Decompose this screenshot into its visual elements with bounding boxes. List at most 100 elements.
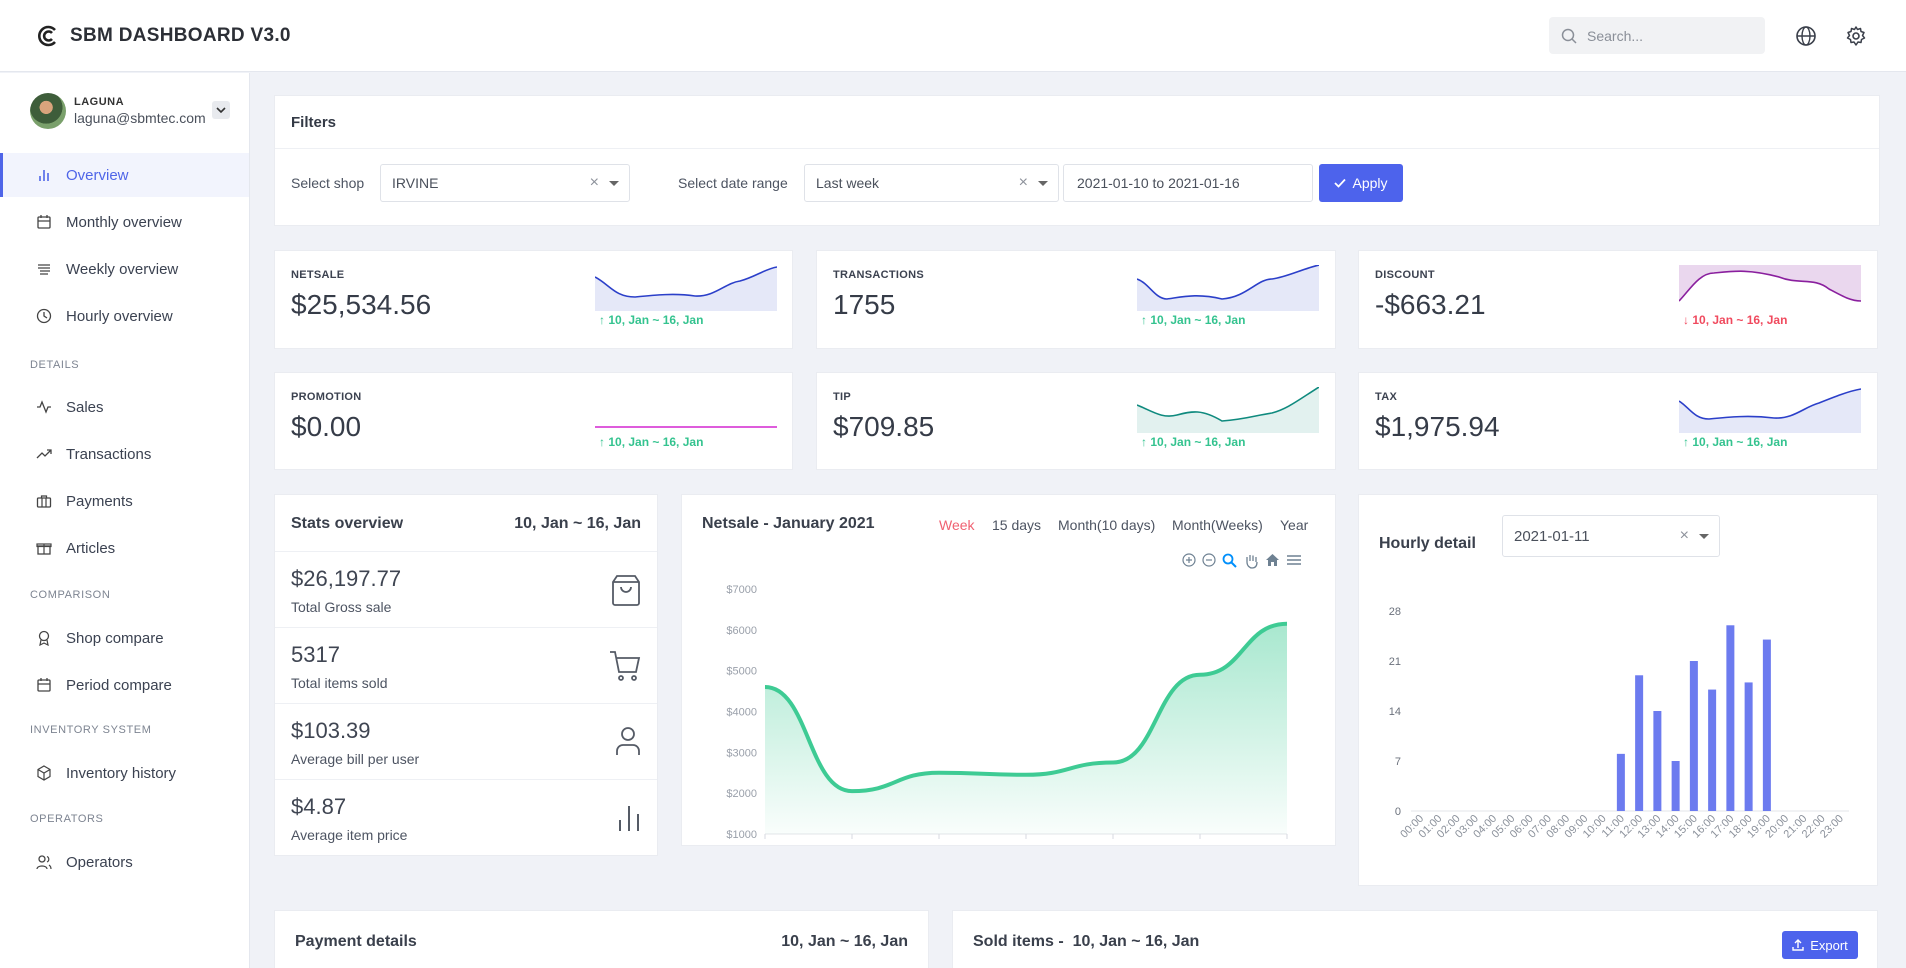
clear-icon[interactable]: × <box>589 174 599 191</box>
sidebar-item-inventory-history[interactable]: Inventory history <box>0 751 249 795</box>
user-profile[interactable]: LAGUNA laguna@sbmtec.com <box>30 93 230 129</box>
top-header: SBM DASHBOARD V3.0 <box>0 0 1906 72</box>
sidebar-item-shop-compare[interactable]: Shop compare <box>0 616 249 660</box>
tab-month-10-days[interactable]: Month(10 days) <box>1058 517 1156 533</box>
kpi-value: -$663.21 <box>1375 289 1486 320</box>
sidebar-item-monthly-overview[interactable]: Monthly overview <box>0 200 249 244</box>
y-tick-label: $6000 <box>726 625 757 637</box>
sparkline <box>1137 265 1319 311</box>
date-input[interactable]: 2021-01-10 to 2021-01-16 <box>1063 164 1313 202</box>
chevron-down-icon[interactable] <box>1038 181 1048 186</box>
sidebar-item-transactions[interactable]: Transactions <box>0 432 249 476</box>
hourly-date-select[interactable]: 2021-01-11 × <box>1502 515 1720 557</box>
shopping-bag-icon <box>612 575 640 606</box>
bar-chart-icon <box>39 170 49 181</box>
section-details: DETAILS <box>30 359 80 371</box>
payment-details-card: Payment details 10, Jan ~ 16, Jan <box>274 910 929 968</box>
stat-value: $4.87 <box>291 794 347 819</box>
export-label: Export <box>1810 937 1848 953</box>
sidebar-item-payments[interactable]: Payments <box>0 479 249 523</box>
shopping-cart-icon <box>610 651 641 681</box>
shop-select[interactable]: IRVINE × <box>380 164 630 202</box>
sidebar-item-label: Sales <box>66 398 104 416</box>
section-comparison: COMPARISON <box>30 589 111 601</box>
shop-label: Select shop <box>291 175 365 191</box>
bar <box>1726 625 1735 811</box>
sold-items-card: Sold items - 10, Jan ~ 16, Jan Export <box>952 910 1878 968</box>
search-box[interactable] <box>1549 17 1765 54</box>
stat-value: $26,197.77 <box>291 566 402 591</box>
sidebar-item-period-compare[interactable]: Period compare <box>0 663 249 707</box>
sidebar-item-operators[interactable]: Operators <box>0 840 249 884</box>
bar <box>1635 675 1644 811</box>
bar <box>1762 639 1771 811</box>
kpi-trend: ↑ 10, Jan ~ 16, Jan <box>1683 435 1787 449</box>
y-tick-label: $4000 <box>726 707 757 719</box>
zoom-out-icon[interactable] <box>1202 553 1216 567</box>
kpi-value: $709.85 <box>833 411 935 442</box>
y-tick-label: 7 <box>1395 756 1401 768</box>
stats-range: 10, Jan ~ 16, Jan <box>514 515 641 532</box>
y-tick-label: 0 <box>1395 806 1401 818</box>
zoom-selection-icon[interactable] <box>1222 553 1238 569</box>
kpi-trend: ↑ 10, Jan ~ 16, Jan <box>599 313 703 327</box>
divider <box>275 148 1879 149</box>
menu-icon[interactable] <box>1286 553 1302 567</box>
award-icon <box>38 630 50 646</box>
stats-title: Stats overview <box>291 515 404 532</box>
date-range-select[interactable]: Last week × <box>804 164 1059 202</box>
sparkline <box>595 266 777 311</box>
y-tick-label: $1000 <box>726 829 757 841</box>
kpi-trend: ↑ 10, Jan ~ 16, Jan <box>1141 313 1245 327</box>
globe-icon[interactable] <box>1795 25 1817 47</box>
clock-icon <box>36 308 52 324</box>
sparkline <box>1679 265 1861 302</box>
apply-button[interactable]: Apply <box>1319 164 1403 202</box>
clear-icon[interactable]: × <box>1018 174 1028 191</box>
shop-select-value: IRVINE <box>392 175 439 191</box>
y-tick-label: 21 <box>1389 656 1401 668</box>
tab-15-days[interactable]: 15 days <box>992 517 1042 533</box>
kpi-trend-text: 10, Jan ~ 16, Jan <box>1150 435 1246 449</box>
chevron-down-icon[interactable] <box>609 181 619 186</box>
sidebar-item-overview[interactable]: Overview <box>0 153 249 197</box>
home-icon[interactable] <box>1265 553 1280 567</box>
zoom-in-icon[interactable] <box>1182 553 1196 567</box>
calendar-icon <box>37 678 51 692</box>
sold-title: Sold items - 10, Jan ~ 16, Jan <box>973 933 1200 950</box>
date-range-label: Select date range <box>678 175 788 191</box>
chevron-down-icon <box>216 107 226 113</box>
app-logo[interactable]: SBM DASHBOARD V3.0 <box>36 24 291 48</box>
kpi-label: TRANSACTIONS <box>833 269 924 281</box>
stat-row: 5317 Total items sold <box>275 627 657 703</box>
search-icon <box>1561 28 1577 44</box>
stat-label: Average item price <box>291 827 408 843</box>
tab-month-weeks[interactable]: Month(Weeks) <box>1172 517 1263 533</box>
sidebar-item-sales[interactable]: Sales <box>0 385 249 429</box>
export-button[interactable]: Export <box>1782 931 1858 959</box>
tab-week[interactable]: Week <box>939 517 975 533</box>
avatar[interactable] <box>30 93 66 129</box>
activity-icon <box>37 400 51 414</box>
chevron-down-icon[interactable] <box>1699 534 1709 539</box>
stat-row: $4.87 Average item price <box>275 779 657 855</box>
apply-label: Apply <box>1352 175 1388 191</box>
sidebar-item-weekly-overview[interactable]: Weekly overview <box>0 247 249 291</box>
tab-year[interactable]: Year <box>1280 517 1309 533</box>
pan-hand-icon[interactable] <box>1244 553 1259 569</box>
hourly-chart: 0714212800:0001:0002:0003:0004:0005:0006… <box>1389 606 1849 841</box>
sidebar-item-hourly-overview[interactable]: Hourly overview <box>0 294 249 338</box>
date-range-value: Last week <box>816 175 880 191</box>
gear-icon[interactable] <box>1845 25 1867 47</box>
clear-icon[interactable]: × <box>1679 527 1689 544</box>
kpi-label: PROMOTION <box>291 391 362 403</box>
stat-row: $103.39 Average bill per user <box>275 703 657 779</box>
stat-label: Total Gross sale <box>291 599 392 615</box>
netsale-chart-card: Netsale - January 2021 Week 15 days Mont… <box>681 494 1336 846</box>
search-input[interactable] <box>1587 27 1757 44</box>
user-dropdown-button[interactable] <box>212 101 230 119</box>
check-icon <box>1334 178 1347 188</box>
logo-icon <box>38 25 56 47</box>
sidebar-item-articles[interactable]: Articles <box>0 526 249 570</box>
hourly-date-value: 2021-01-11 <box>1514 527 1590 545</box>
